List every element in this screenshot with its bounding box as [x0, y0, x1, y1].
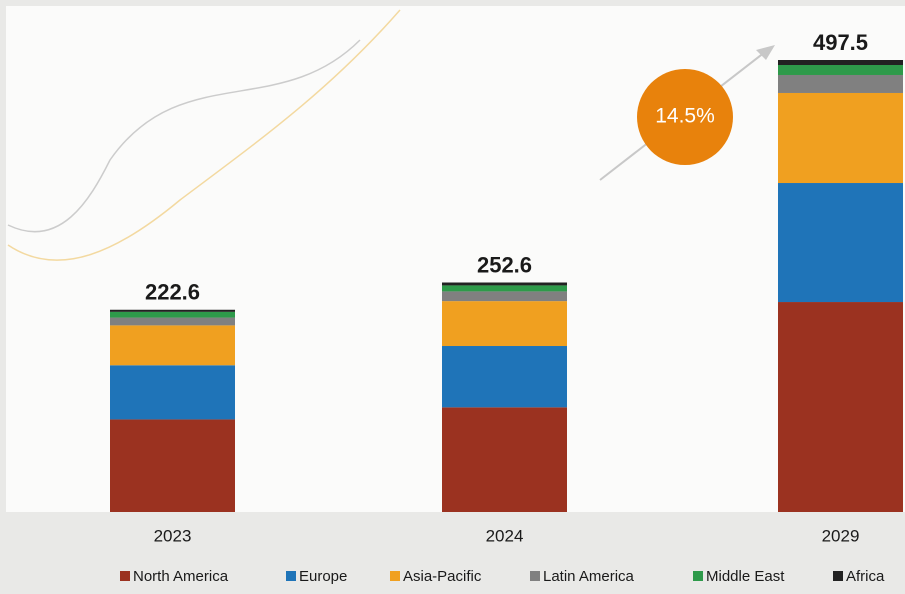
bar-segment	[442, 291, 567, 302]
cagr-label: 14.5%	[655, 105, 715, 128]
bar-segment	[110, 419, 235, 512]
bar-segment	[110, 365, 235, 420]
x-tick-label: 2029	[822, 526, 860, 545]
legend-swatch	[530, 571, 540, 581]
bar-segment	[442, 346, 567, 408]
x-tick-label: 2023	[154, 526, 192, 545]
bar-segment	[110, 309, 235, 312]
legend-swatch	[833, 571, 843, 581]
legend-label: Africa	[846, 568, 885, 585]
bar-segment	[110, 325, 235, 366]
legend-label: Asia-Pacific	[403, 568, 482, 585]
legend-label: North America	[133, 568, 229, 585]
bar-segment	[778, 60, 903, 65]
bar-segment	[778, 74, 903, 93]
total-label: 497.5	[813, 30, 868, 55]
total-label: 222.6	[145, 280, 200, 305]
legend-label: Europe	[299, 568, 347, 585]
decor-curve	[7, 39, 361, 233]
legend-swatch	[693, 571, 703, 581]
cagr-badge	[637, 69, 733, 165]
legend-label: Middle East	[706, 568, 785, 585]
bar-segment	[778, 302, 903, 512]
x-tick-label: 2024	[486, 526, 524, 545]
legend-swatch	[286, 571, 296, 581]
arrow-head	[756, 45, 775, 60]
bar-segment	[110, 311, 235, 318]
legend-swatch	[120, 571, 130, 581]
total-label: 252.6	[477, 252, 532, 277]
legend-label: Latin America	[543, 568, 635, 585]
legend-swatch	[390, 571, 400, 581]
bar-segment	[442, 282, 567, 286]
bar-segment	[778, 64, 903, 75]
bar-segment	[778, 183, 903, 303]
decor-curve	[7, 9, 401, 261]
bar-segment	[442, 285, 567, 292]
bar-segment	[442, 301, 567, 347]
bar-segment	[442, 407, 567, 512]
bar-segment	[110, 317, 235, 326]
bar-segment	[778, 92, 903, 184]
